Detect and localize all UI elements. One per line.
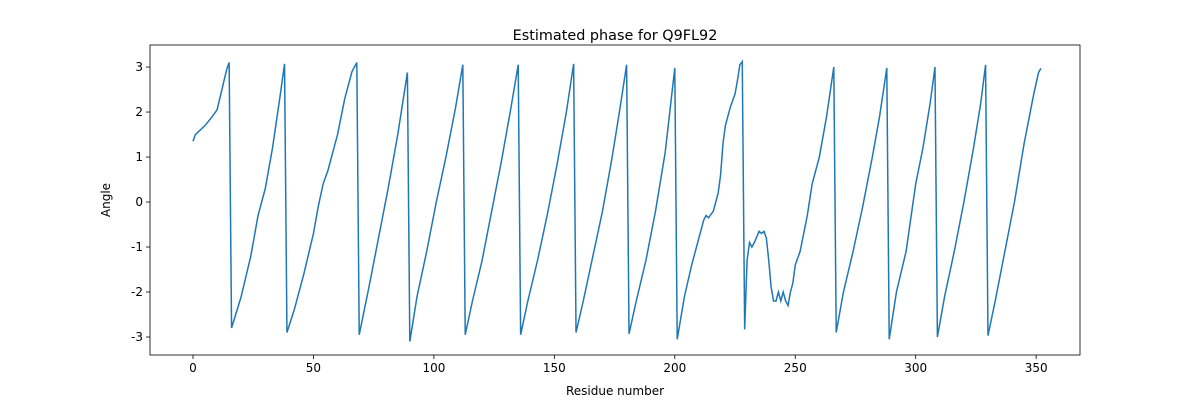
x-tick-label: 350 bbox=[1025, 361, 1048, 375]
plot-frame bbox=[149, 44, 1081, 356]
x-tick-label: 300 bbox=[904, 361, 927, 375]
x-tick-label: 150 bbox=[543, 361, 566, 375]
y-tick-label: 2 bbox=[135, 105, 143, 119]
y-tick-label: 3 bbox=[135, 60, 143, 74]
y-tick-label: -2 bbox=[131, 285, 143, 299]
x-tick-label: 250 bbox=[784, 361, 807, 375]
x-axis-label: Residue number bbox=[566, 384, 664, 398]
y-tick-label: 0 bbox=[135, 195, 143, 209]
x-tick-label: 0 bbox=[189, 361, 197, 375]
x-tick-label: 50 bbox=[306, 361, 321, 375]
chart-title: Estimated phase for Q9FL92 bbox=[513, 28, 718, 44]
line bbox=[192, 59, 1042, 342]
x-tick-label: 200 bbox=[663, 361, 686, 375]
x-tick-label: 100 bbox=[422, 361, 445, 375]
y-axis-label: Angle bbox=[99, 183, 113, 217]
y-tick-label: 1 bbox=[135, 150, 143, 164]
y-tick-label: -1 bbox=[131, 240, 143, 254]
y-tick-label: -3 bbox=[131, 330, 143, 344]
